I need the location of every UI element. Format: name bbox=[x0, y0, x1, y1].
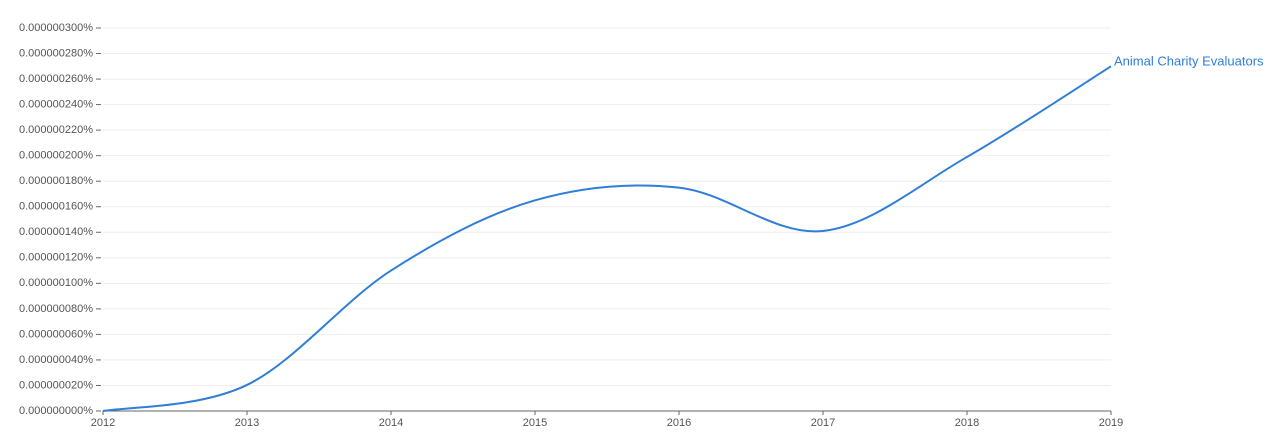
x-tick-label: 2012 bbox=[91, 417, 115, 429]
y-tick-label: 0.000000180% bbox=[19, 175, 93, 187]
y-tick-label: 0.000000100% bbox=[19, 277, 93, 289]
y-tick-label: 0.000000160% bbox=[19, 201, 93, 213]
x-tick-label: 2016 bbox=[667, 417, 691, 429]
line-series bbox=[102, 65, 1112, 412]
y-tick-label: 0.000000000% bbox=[19, 405, 93, 417]
y-tick-label: 0.000000140% bbox=[19, 226, 93, 238]
y-tick-label: 0.000000020% bbox=[19, 379, 93, 391]
y-tick-label: 0.000000060% bbox=[19, 328, 93, 340]
y-tick-label: 0.000000260% bbox=[19, 73, 93, 85]
y-tick-label: 0.000000200% bbox=[19, 150, 93, 162]
x-tick-label: 2014 bbox=[379, 417, 403, 429]
series-label: Animal Charity Evaluators bbox=[1114, 54, 1264, 69]
y-tick-label: 0.000000080% bbox=[19, 303, 93, 315]
x-tick-label: 2019 bbox=[1099, 417, 1123, 429]
y-tick-label: 0.000000220% bbox=[19, 124, 93, 136]
x-tick-label: 2018 bbox=[955, 417, 979, 429]
y-tick-label: 0.000000280% bbox=[19, 47, 93, 59]
x-tick-label: 2017 bbox=[811, 417, 835, 429]
y-tick-label: 0.000000040% bbox=[19, 354, 93, 366]
y-tick-label: 0.000000120% bbox=[19, 252, 93, 264]
y-tick-label: 0.000000300% bbox=[19, 22, 93, 34]
y-tick-label: 0.000000240% bbox=[19, 99, 93, 111]
x-tick-label: 2013 bbox=[235, 417, 259, 429]
x-tick-label: 2015 bbox=[523, 417, 547, 429]
